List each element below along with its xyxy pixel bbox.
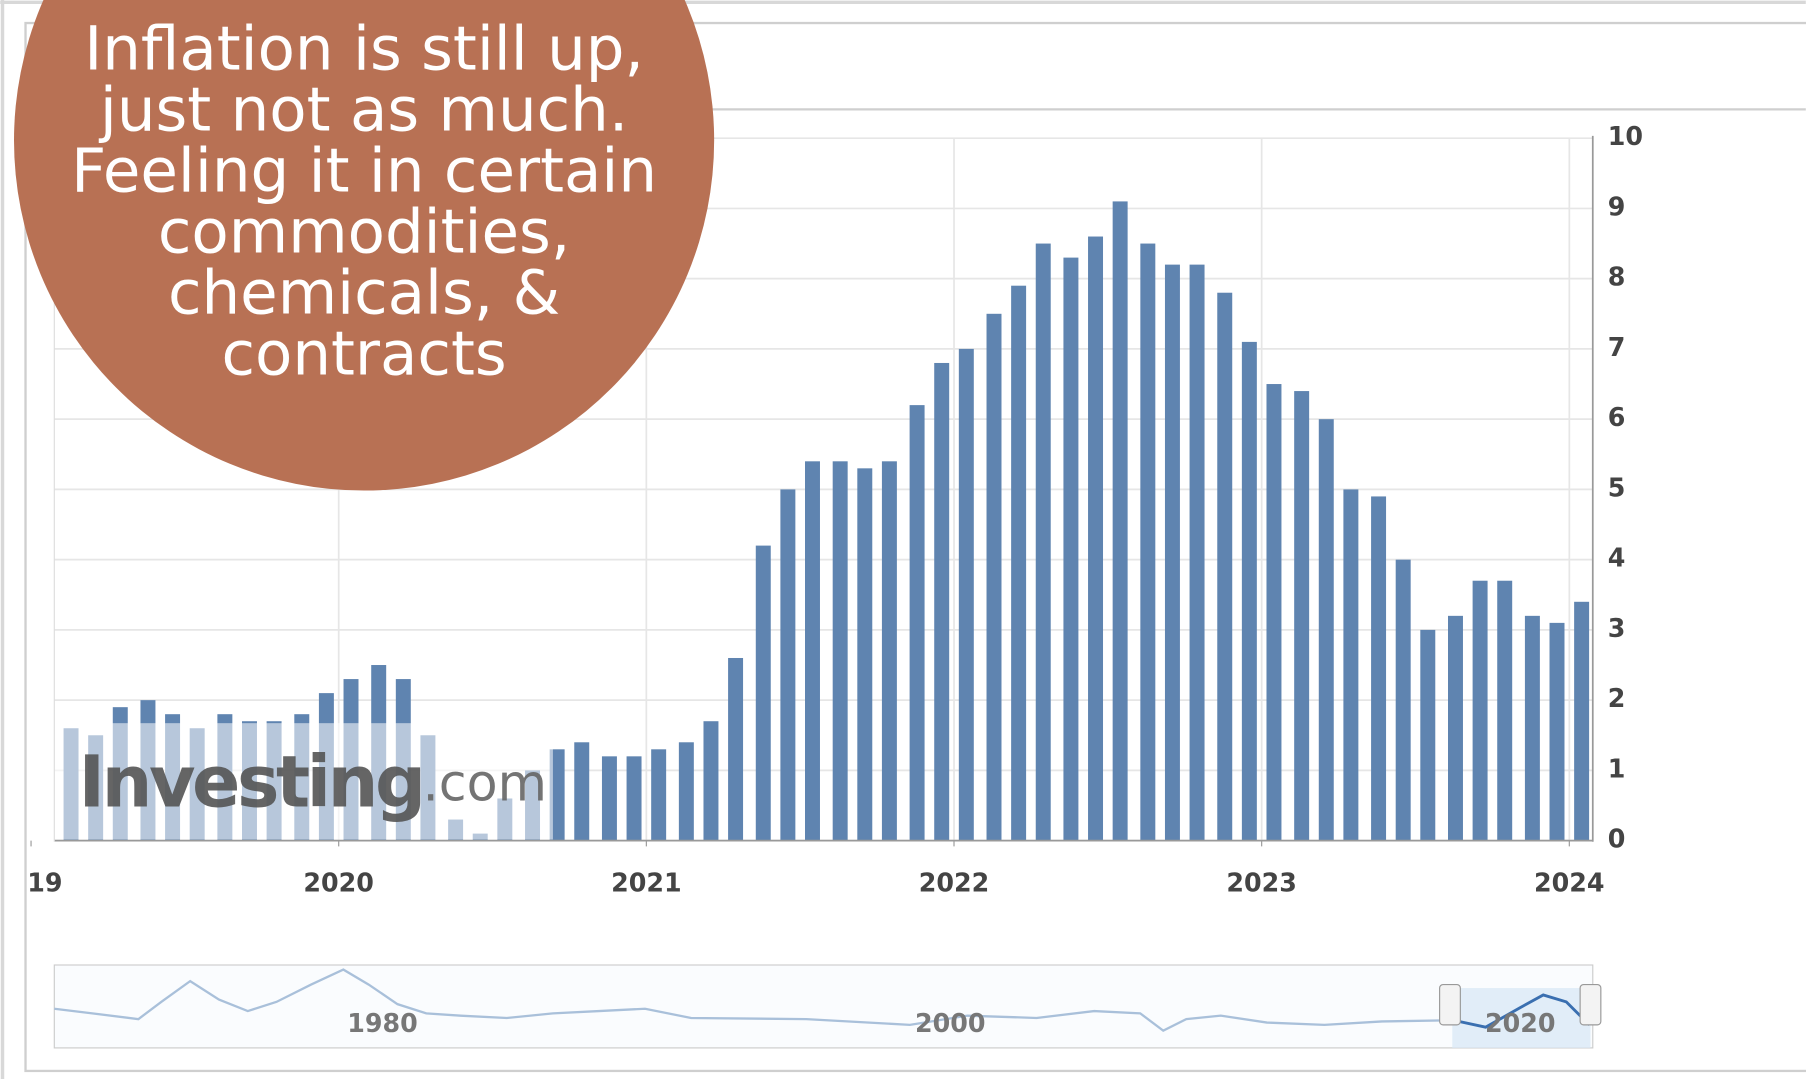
watermark-suffix: .com [423, 754, 547, 813]
callout-line: commodities, [158, 197, 570, 268]
bar [549, 749, 565, 841]
bar [1140, 243, 1156, 841]
y-tick-label: 3 [1608, 613, 1626, 643]
callout-line: chemicals, & [168, 258, 560, 329]
bar [986, 313, 1002, 841]
bar [1447, 615, 1463, 841]
y-tick-label: 8 [1608, 262, 1626, 292]
bar [881, 461, 897, 841]
navigator-selected-line [1453, 993, 1591, 1029]
navigator-handle-right[interactable] [1579, 983, 1602, 1026]
callout-line: just not as much. [98, 75, 628, 146]
bar [1371, 496, 1387, 841]
navigator-label: 2020 [1485, 1008, 1556, 1038]
navigator: 1980 2000 2020 [53, 964, 1602, 1049]
navigator-frame [53, 964, 1594, 1049]
bar [601, 756, 617, 841]
bar [1549, 622, 1565, 841]
bar [1189, 264, 1205, 841]
bar [1574, 601, 1590, 841]
x-tick-label: 2022 [919, 867, 990, 897]
y-tick-label: 5 [1608, 472, 1626, 502]
x-tick-label: 19 [27, 867, 62, 897]
grid [54, 137, 1593, 842]
navigator-line [54, 968, 1591, 1032]
bar [1241, 341, 1257, 841]
callout-circle [14, 0, 715, 491]
watermark: Investing.com [78, 740, 546, 823]
bar [626, 756, 642, 841]
x-tick-label: 2020 [303, 867, 373, 897]
bar [1088, 236, 1104, 841]
bar [1164, 264, 1180, 841]
x-tick-label: 2024 [1534, 867, 1605, 897]
navigator-label: 1980 [347, 1008, 418, 1038]
bar [728, 657, 744, 841]
y-tick-label: 6 [1608, 402, 1626, 432]
bar [958, 348, 974, 841]
bar [1472, 580, 1488, 841]
bar [703, 721, 719, 841]
y-tick-label: 10 [1608, 121, 1643, 151]
navigator-selection[interactable] [1452, 988, 1591, 1048]
bar [1266, 384, 1282, 841]
bar [1497, 580, 1513, 841]
y-tick-label: 0 [1608, 824, 1626, 854]
callout: Inflation is still up, just not as much.… [14, 0, 715, 491]
navigator-label: 2000 [915, 1008, 986, 1038]
y-tick-label: 9 [1608, 191, 1626, 221]
x-tick-label: 2021 [611, 867, 682, 897]
bar [678, 742, 694, 841]
x-tick-label: 2023 [1226, 867, 1297, 897]
bar [1011, 285, 1027, 841]
bar [755, 545, 771, 841]
bar [1318, 419, 1334, 841]
watermark-brand: Investing [78, 740, 422, 823]
bar [805, 461, 820, 841]
callout-line: Feeling it in certain [71, 136, 657, 207]
plot-area: 0 1 2 3 4 5 6 7 8 9 10 19 2020 2021 2022 2023 2024 Invest… [27, 121, 1643, 897]
bar [1294, 391, 1310, 841]
y-tick-label: 7 [1608, 332, 1626, 362]
bar [1112, 201, 1128, 841]
bar [832, 461, 848, 841]
watermark-veil [54, 723, 553, 840]
bar [857, 468, 873, 841]
bar [651, 749, 667, 841]
bar [1063, 257, 1079, 841]
bar [1343, 489, 1359, 841]
y-tick-label: 4 [1608, 543, 1626, 573]
y-tick-label: 1 [1608, 753, 1626, 783]
bar [1217, 292, 1233, 841]
bar [1395, 559, 1411, 841]
bar [1035, 243, 1051, 841]
bar [1524, 615, 1540, 841]
y-tick-label: 2 [1608, 683, 1626, 713]
bar [909, 405, 925, 841]
callout-line: Inflation is still up, [84, 14, 644, 85]
bar [780, 489, 796, 841]
chart-frame [24, 21, 1806, 1073]
bar [1420, 629, 1436, 841]
bar [934, 362, 950, 841]
navigator-handle-left[interactable] [1439, 983, 1461, 1026]
callout-line: contracts [221, 319, 506, 390]
bar [574, 742, 590, 841]
